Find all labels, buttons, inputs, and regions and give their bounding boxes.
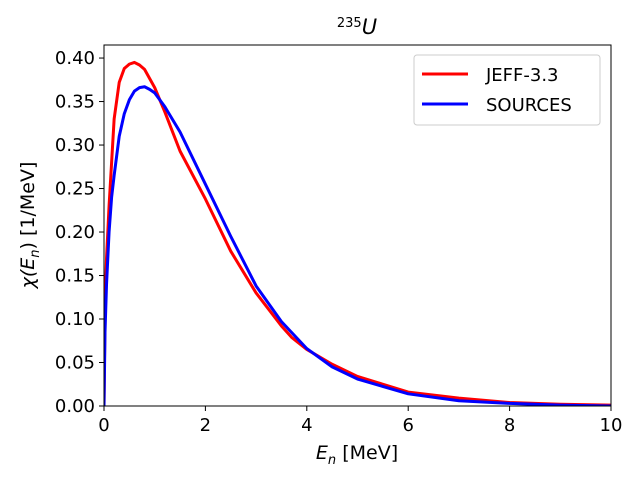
x-tick-label: 4 bbox=[301, 415, 312, 436]
series-group bbox=[104, 60, 611, 406]
y-axis-ticks: 0.00 0.05 0.10 0.15 0.20 0.25 0.30 0.35 0.40 bbox=[55, 48, 104, 417]
x-tick-label: 6 bbox=[402, 415, 413, 436]
plot-frame bbox=[103, 44, 612, 407]
y-tick-label: 0.00 bbox=[55, 396, 95, 417]
series-line-jeff-3-3 bbox=[104, 60, 611, 406]
series-line-sources bbox=[104, 85, 611, 406]
x-axis-label-symbol: E bbox=[316, 442, 328, 464]
chart-title-main: U bbox=[362, 15, 377, 39]
chart-title: 235U bbox=[337, 15, 377, 39]
x-axis-ticks: 0 2 4 6 8 10 bbox=[98, 406, 622, 436]
legend-label-sources: SOURCES bbox=[486, 95, 572, 116]
x-tick-label: 2 bbox=[200, 415, 211, 436]
chart-title-superscript: 235 bbox=[337, 16, 362, 31]
legend: JEFF-3.3 SOURCES bbox=[413, 54, 601, 126]
x-axis-label: En [MeV] bbox=[316, 442, 398, 468]
y-tick-label: 0.30 bbox=[55, 135, 95, 156]
x-tick-label: 0 bbox=[98, 415, 109, 436]
y-tick-label: 0.20 bbox=[55, 222, 95, 243]
x-tick-label: 8 bbox=[504, 415, 515, 436]
x-axis-label-unit: [MeV] bbox=[336, 442, 398, 464]
x-axis-label-subscript: n bbox=[328, 453, 336, 468]
y-axis-label-subscript: n bbox=[28, 249, 43, 257]
y-tick-label: 0.35 bbox=[55, 92, 95, 113]
y-axis-label-suffix: ) [1/MeV] bbox=[17, 162, 39, 250]
y-axis-label-prefix: χ( bbox=[17, 268, 39, 289]
y-tick-label: 0.05 bbox=[55, 353, 95, 374]
y-axis-label-symbol: E bbox=[17, 258, 39, 270]
y-axis-label: χ(En) [1/MeV] bbox=[17, 162, 43, 290]
legend-label-jeff: JEFF-3.3 bbox=[485, 65, 559, 86]
y-tick-label: 0.10 bbox=[55, 309, 95, 330]
y-tick-label: 0.40 bbox=[55, 48, 95, 69]
x-tick-label: 10 bbox=[600, 415, 623, 436]
y-tick-label: 0.25 bbox=[55, 179, 95, 200]
y-tick-label: 0.15 bbox=[55, 266, 95, 287]
